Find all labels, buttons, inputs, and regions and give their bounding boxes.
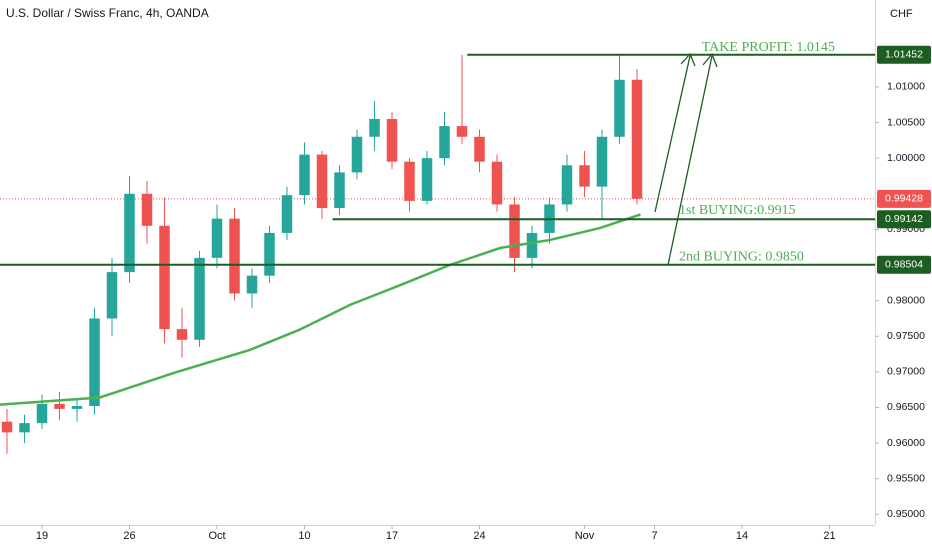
- plot-area: TAKE PROFIT: 1.0145 1st BUYING:0.9915 2nd …: [0, 40, 875, 454]
- candle-body: [456, 126, 468, 137]
- candle-body: [474, 136, 485, 162]
- x-tick-label: 7: [651, 530, 657, 542]
- annotation: 1st BUYING:0.9915: [679, 203, 796, 218]
- y-tick-label: 0.97000: [887, 366, 925, 378]
- x-tick-label: 21: [823, 530, 835, 542]
- x-tick-label: 17: [386, 530, 398, 542]
- candle-body: [579, 165, 590, 187]
- y-tick-label: 1.01000: [887, 81, 925, 93]
- candle-body: [561, 165, 573, 205]
- candle-body: [386, 118, 398, 162]
- y-tick-label: 0.95000: [887, 508, 925, 520]
- candle-body: [19, 423, 30, 433]
- candle-body: [246, 275, 258, 294]
- arrow: [654, 55, 691, 213]
- candle-body: [89, 318, 100, 407]
- y-tick-label: 0.95500: [887, 472, 925, 484]
- candle-body: [71, 406, 83, 409]
- y-tick-label: 0.96500: [887, 401, 925, 413]
- y-tick-label: 0.98000: [887, 294, 925, 306]
- arrow-head: [680, 52, 696, 67]
- price-badge-label: 1.01452: [885, 48, 923, 60]
- last-price-badge: [877, 189, 931, 208]
- x-tick-label: 26: [123, 530, 135, 542]
- x-tick-label: Nov: [575, 530, 595, 542]
- candle-body: [264, 232, 275, 276]
- candle-body: [596, 136, 608, 187]
- annotation: TAKE PROFIT: 1.0145: [702, 40, 835, 55]
- y-tick-label: 1.00000: [887, 152, 925, 164]
- candle-body: [316, 154, 328, 209]
- candle-body: [509, 204, 520, 258]
- x-tick-label: 24: [473, 530, 485, 542]
- arrow: [667, 55, 713, 266]
- candle-body: [106, 272, 118, 319]
- candle-body: [491, 161, 503, 205]
- axis-layer: 0.95000 0.95500 0.96000 0.96500 0.97000 0.975…: [36, 45, 931, 542]
- annotation: 2nd BUYING: 0.9850: [679, 249, 804, 264]
- x-tick-label: 14: [736, 530, 748, 542]
- candle-body: [334, 172, 345, 209]
- candle-body: [159, 225, 170, 330]
- candle-body: [36, 403, 48, 424]
- candle-body: [299, 154, 310, 196]
- price-badge: [877, 255, 931, 274]
- candle-body: [194, 257, 205, 340]
- candle-body: [421, 158, 433, 201]
- currency-label: CHF: [890, 8, 913, 20]
- price-badge: [877, 210, 931, 229]
- price-badge-label: 0.99142: [885, 213, 923, 225]
- x-tick-label: 19: [36, 530, 48, 542]
- candle-body: [369, 118, 380, 137]
- candle-body: [614, 79, 625, 137]
- arrow-head: [702, 52, 718, 68]
- candle-body: [124, 193, 135, 273]
- last-price-label: 0.99428: [885, 193, 923, 205]
- candle-body: [211, 218, 223, 258]
- candle-body: [176, 329, 188, 340]
- x-tick-label: Oct: [208, 530, 225, 542]
- candle-body: [526, 232, 538, 258]
- candle-body: [631, 79, 643, 199]
- y-tick-label: 1.00500: [887, 116, 925, 128]
- price-badge: [877, 45, 931, 64]
- candle-body: [1, 421, 13, 433]
- candle-body: [404, 161, 415, 201]
- candle-body: [439, 126, 450, 159]
- chart-title: U.S. Dollar / Swiss Franc, 4h, OANDA: [6, 6, 209, 20]
- candle-body: [351, 136, 363, 173]
- price-badge-label: 0.98504: [885, 258, 923, 270]
- y-tick-label: 0.97500: [887, 330, 925, 342]
- candle-body: [54, 403, 65, 409]
- x-tick-label: 10: [298, 530, 310, 542]
- y-tick-label: 0.96000: [887, 437, 925, 449]
- candle-body: [229, 218, 240, 294]
- candle-body: [141, 193, 153, 226]
- moving-average: [0, 213, 641, 406]
- candle-body: [281, 195, 293, 233]
